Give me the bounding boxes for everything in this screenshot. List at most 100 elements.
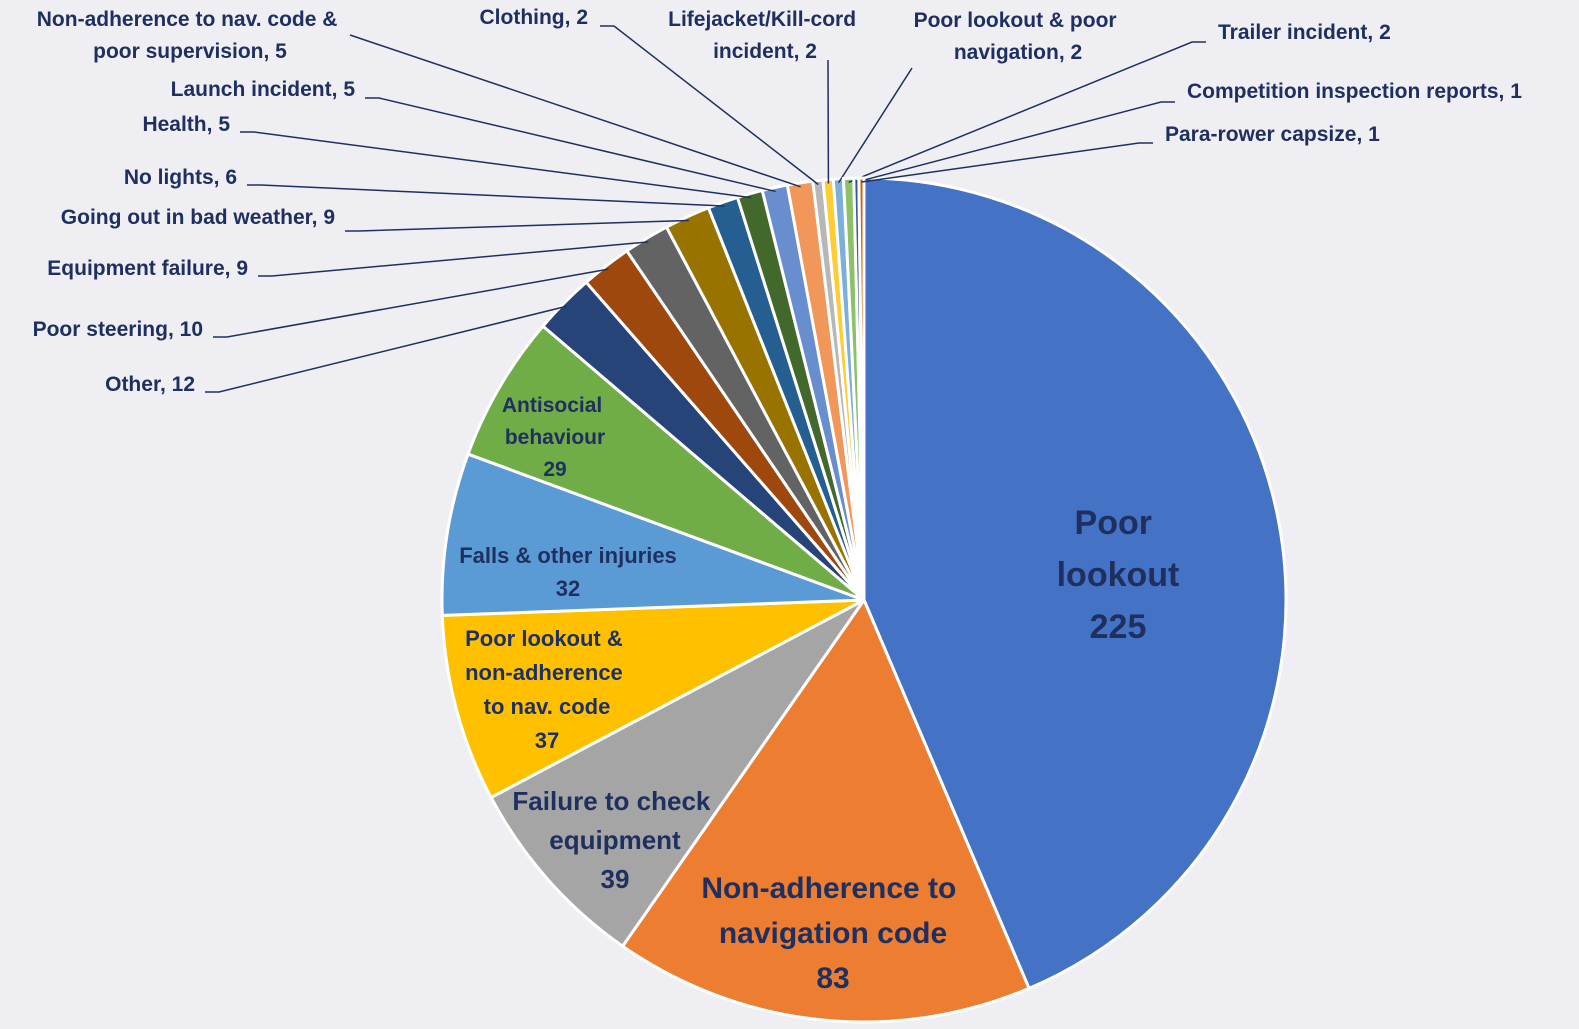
pie-slice [440,452,865,617]
slice-label: Poor lookout & non-adherence to nav. cod… [465,626,629,753]
label-line: behaviour [505,426,605,449]
leader-line [349,34,801,188]
label-line: lookout [1057,556,1180,594]
value-label: 2 [576,6,588,29]
slice-label: No lights, 6 [124,166,237,189]
label-line: incident [713,40,794,63]
leader-line [848,41,1206,183]
label-line: to nav. code [484,694,611,719]
label-separator: , [1367,21,1379,44]
leader-line [365,97,776,193]
pie-slice [489,598,866,949]
label-separator: , [160,373,172,396]
leader-line [213,268,609,338]
slice-label: Para-rower capsize, 1 [1165,123,1380,146]
category-label: Poor lookout & non-adherence to nav. cod… [465,626,629,719]
label-line: non-adherence [465,660,629,685]
value-label: 2 [805,40,817,63]
label-line: poor supervision [93,40,263,63]
label-separator: , [225,257,237,280]
category-label: Non-adherence to navigation code [701,872,964,950]
label-separator: , [332,78,344,101]
label-separator: , [207,113,219,136]
category-label: Antisocial behaviour [502,394,608,449]
slice-label: Competition inspection reports, 1 [1187,80,1522,103]
label-separator: , [1499,80,1511,103]
slice-label: Poor steering, 10 [33,318,203,341]
leader-line [247,184,725,207]
label-line: Poor lookout & poor [914,9,1123,32]
pie-slice [440,598,865,800]
value-label: 37 [535,728,559,753]
label-separator: , [1356,123,1368,146]
value-label: 32 [556,576,580,601]
label-line: navigation code [719,917,947,950]
category-label: Going out in bad weather [61,206,313,229]
label-line: Lifejacket/Kill-cord [668,8,862,31]
value-label: 9 [236,257,248,280]
slice-label: Launch incident, 5 [171,78,356,101]
value-label: 9 [323,206,335,229]
label-line: Non-adherence to nav. code & [37,8,344,31]
label-separator: , [312,206,324,229]
slice-label: Trailer incident, 2 [1218,21,1391,44]
slice-label: Antisocial behaviour 29 [502,394,608,481]
category-label: Poor lookout [1057,504,1180,594]
leader-line [861,142,1153,183]
slice-label: Clothing, 2 [480,6,589,29]
value-label: 6 [225,166,237,189]
label-line: equipment [549,825,681,855]
slice-label: Non-adherence to nav. code & poor superv… [37,8,344,63]
slice-label: Going out in bad weather, 9 [61,206,335,229]
category-label: Falls & other injuries [459,543,677,568]
slice-label: Lifejacket/Kill-cord incident, 2 [668,8,862,63]
leader-line [856,101,1175,183]
category-label: Launch incident [171,78,332,101]
value-label: 10 [180,318,203,341]
label-line: Poor [1075,504,1162,542]
label-line: Poor lookout & [465,626,629,651]
label-line: navigation [954,41,1059,64]
category-label: Trailer incident [1218,21,1367,44]
label-separator: , [794,40,806,63]
label-line: Antisocial [502,394,608,417]
leader-line [837,67,913,184]
slice-label: Non-adherence to navigation code 83 [701,872,964,995]
category-label: Clothing [480,6,565,29]
slice-label: Poor lookout & poor navigation, 2 [914,9,1123,64]
leader-line [240,131,752,199]
category-label: Failure to check equipment [512,786,717,855]
label-separator: , [214,166,226,189]
category-label: No lights [124,166,214,189]
value-label: 5 [343,78,355,101]
category-label: Poor steering [33,318,168,341]
slice-label: Poor lookout 225 [1057,504,1180,646]
value-label: 1 [1510,80,1522,103]
leader-line [205,305,567,393]
slice-label: Health, 5 [142,113,230,136]
category-label: Poor lookout & poor navigation [914,9,1123,64]
label-separator: , [264,40,276,63]
category-label: Para-rower capsize [1165,123,1356,146]
category-label: Other [105,373,161,396]
category-label: Lifejacket/Kill-cord incident [668,8,862,63]
label-separator: , [168,318,180,341]
pie-slice [466,324,865,602]
slice-label: Equipment failure, 9 [47,257,248,280]
label-line: Falls & other injuries [459,543,677,568]
value-label: 2 [1071,41,1083,64]
value-label: 1 [1368,123,1380,146]
value-label: 29 [543,458,566,481]
category-label: Competition inspection reports [1187,80,1499,103]
leader-line [345,219,689,232]
value-label: 83 [816,962,849,995]
label-separator: , [565,6,577,29]
label-line: Non-adherence to [701,872,964,905]
value-label: 5 [275,40,287,63]
leader-line [258,241,649,277]
value-label: 2 [1379,21,1391,44]
label-separator: , [1059,41,1071,64]
value-label: 12 [172,373,195,396]
slice-label: Other, 12 [105,373,195,396]
